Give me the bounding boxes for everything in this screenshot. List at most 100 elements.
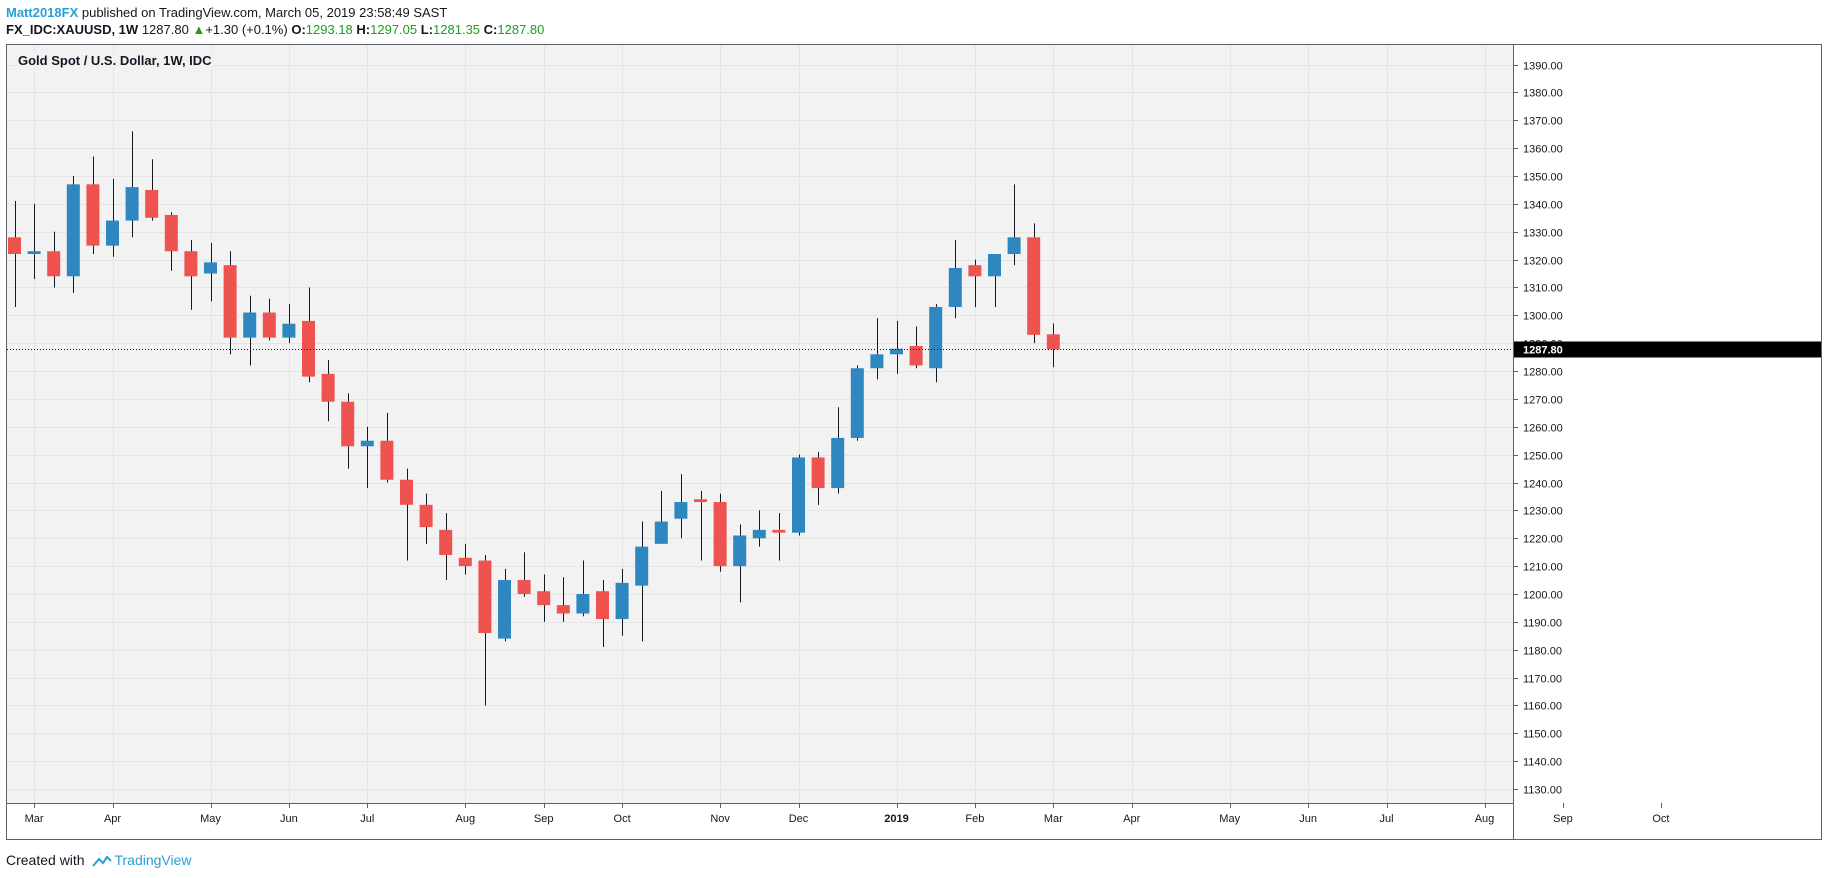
x-tick-label: Jul [1379, 813, 1393, 825]
candle-body [752, 529, 766, 539]
candle-body [106, 220, 119, 246]
open-value: 1293.18 [305, 22, 353, 37]
tradingview-link[interactable]: TradingView [114, 852, 192, 868]
candle-body [733, 535, 747, 567]
y-tick-label: 1310.00 [1523, 283, 1563, 295]
y-tick-label: 1230.00 [1523, 506, 1563, 518]
y-tick-label: 1390.00 [1523, 61, 1563, 73]
candle-body [635, 546, 649, 586]
y-tick-label: 1340.00 [1523, 200, 1563, 212]
x-tick-label: Sep [1553, 813, 1573, 825]
x-tick-label: 2019 [884, 813, 908, 825]
chart-area[interactable]: 1130.00 1140.00 1150.00 1160.00 1170.00 1180.… [6, 44, 1822, 840]
x-tick-label: Oct [614, 813, 631, 825]
x-tick-label: Jul [360, 813, 374, 825]
created-with-text: Created with [6, 852, 85, 868]
x-tick-label: May [200, 813, 221, 825]
y-tick-label: 1150.00 [1523, 729, 1562, 741]
y-tick-label: 1380.00 [1523, 88, 1563, 100]
y-tick-label: 1270.00 [1523, 395, 1563, 407]
y-tick-label: 1280.00 [1523, 367, 1563, 379]
candle-body [988, 254, 1001, 277]
y-tick-label: 1240.00 [1523, 479, 1563, 491]
y-tick-label: 1190.00 [1523, 618, 1562, 630]
y-tick-label: 1180.00 [1523, 646, 1562, 658]
candle-body [360, 440, 374, 447]
y-tick-label: 1130.00 [1523, 785, 1562, 797]
x-tick-label: Jun [280, 813, 298, 825]
price-scale [1513, 45, 1821, 839]
candle-body [674, 502, 688, 519]
price-change: +1.30 (+0.1%) [205, 22, 288, 37]
x-tick-label: Aug [456, 813, 476, 825]
candle-body [8, 237, 21, 255]
x-tick-label: Mar [25, 813, 44, 825]
candle-body [948, 267, 962, 307]
tradingview-logo-icon [92, 855, 113, 867]
chart-title: Gold Spot / U.S. Dollar, 1W, IDC [16, 53, 214, 68]
author-link[interactable]: Matt2018FX [6, 5, 79, 20]
candle-body [654, 521, 668, 544]
candle-body [772, 529, 786, 533]
y-tick-label: 1140.00 [1523, 757, 1562, 769]
close-label: C: [483, 22, 498, 37]
candle-body [850, 368, 864, 438]
published-text: published on TradingView.com, March 05, … [78, 5, 448, 20]
candle-body [831, 437, 845, 489]
candle-body [870, 354, 884, 369]
current-price-tag [1514, 341, 1821, 358]
x-tick-label: Dec [789, 813, 809, 825]
candle-body [811, 457, 825, 489]
symbol-label: FX_IDC:XAUUSD, 1W [6, 22, 139, 37]
candle-body [596, 591, 609, 620]
candle-body [909, 345, 923, 366]
current-price-label: 1287.80 [1523, 345, 1563, 357]
candle-body [615, 582, 629, 620]
high-label: H: [356, 22, 371, 37]
publish-line: Matt2018FX published on TradingView.com,… [6, 4, 1816, 21]
candle-body [498, 580, 511, 639]
x-tick-label: Apr [1123, 813, 1140, 825]
y-tick-label: 1160.00 [1523, 701, 1562, 713]
y-tick-label: 1170.00 [1523, 674, 1562, 686]
candle-body [145, 189, 159, 218]
candle-body [890, 348, 903, 355]
candle-body [1007, 237, 1021, 255]
candle-body [27, 251, 41, 255]
chart-header: Matt2018FX published on TradingView.com,… [6, 4, 1816, 38]
x-tick-label: Oct [1652, 813, 1669, 825]
candle-body [243, 312, 257, 338]
low-label: L: [420, 22, 434, 37]
candle-body [282, 323, 296, 338]
y-tick-label: 1220.00 [1523, 534, 1563, 546]
candle-body [517, 580, 531, 594]
candlestick-chart[interactable]: 1130.00 1140.00 1150.00 1160.00 1170.00 1180.… [7, 45, 1821, 839]
x-tick-label: Jun [1299, 813, 1317, 825]
candle-body [380, 440, 394, 480]
last-price: 1287.80 [141, 22, 189, 37]
high-value: 1297.05 [370, 22, 418, 37]
open-label: O: [291, 22, 306, 37]
y-tick-label: 1200.00 [1523, 590, 1563, 602]
x-tick-label: Aug [1475, 813, 1495, 825]
y-tick-label: 1330.00 [1523, 228, 1563, 240]
candle-body [929, 306, 943, 369]
candle-body [47, 251, 61, 277]
low-value: 1281.35 [433, 22, 481, 37]
candle-body [164, 214, 178, 252]
candle-body [576, 593, 590, 614]
candle-body [556, 605, 570, 614]
candle-body [341, 401, 355, 447]
candle-body [125, 187, 139, 221]
candle-body [713, 502, 727, 567]
candle-body [184, 251, 198, 277]
y-tick-label: 1300.00 [1523, 311, 1563, 323]
candle-body [458, 557, 472, 567]
y-tick-label: 1360.00 [1523, 144, 1563, 156]
candle-body [302, 320, 315, 377]
x-tick-label: Feb [965, 813, 984, 825]
x-tick-label: Sep [534, 813, 554, 825]
footer: Created with TradingView [6, 852, 192, 868]
y-tick-label: 1350.00 [1523, 172, 1563, 184]
up-arrow-icon: ▲ [192, 22, 206, 37]
